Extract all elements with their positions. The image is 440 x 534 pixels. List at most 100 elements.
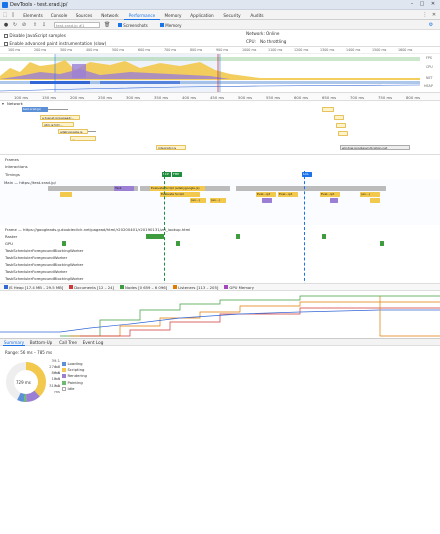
- ruler-tick: 150 ms: [42, 95, 57, 100]
- main-flame-bar[interactable]: Eval...ipt: [256, 192, 276, 197]
- raster-bar[interactable]: [322, 234, 326, 239]
- timings-track[interactable]: Timings FCP FMP DCL: [0, 171, 440, 178]
- reload-icon[interactable]: ↻: [12, 22, 18, 28]
- main-flame-bar[interactable]: Evaluate Script (adsbygoogle.js): [150, 186, 205, 191]
- network-request[interactable]: [336, 123, 346, 128]
- gpu-track[interactable]: GPU: [0, 240, 440, 247]
- task-bar[interactable]: [48, 186, 138, 191]
- maximize-icon[interactable]: □: [419, 1, 425, 7]
- ruler-tick: 100 ms: [14, 95, 29, 100]
- tab-sources[interactable]: Sources: [75, 13, 93, 18]
- legend-gpu-memory[interactable]: GPU Memory: [224, 285, 254, 290]
- gpu-bar[interactable]: [62, 241, 66, 246]
- cpu-throttle-select[interactable]: No throttling: [260, 39, 287, 44]
- tab-elements[interactable]: Elements: [23, 13, 43, 18]
- main-flame-bar[interactable]: Eval...ipt: [278, 192, 298, 197]
- tab-memory[interactable]: Memory: [164, 13, 182, 18]
- tab-audits[interactable]: Audits: [250, 13, 264, 18]
- fmp-marker[interactable]: FMP: [172, 172, 182, 177]
- main-flame-bar[interactable]: Evaluate Script: [160, 192, 200, 197]
- save-profile-icon[interactable]: ⇩: [41, 22, 47, 28]
- network-request[interactable]: window.googlesyndication.net: [340, 145, 410, 150]
- legend-documents[interactable]: Documents [12 – 24]: [69, 285, 114, 290]
- timeline-overview[interactable]: 100 ms 200 ms 300 ms 400 ms 500 ms 600 m…: [0, 47, 440, 93]
- gpu-bar[interactable]: [176, 241, 180, 246]
- window-title: DevTools - test.xrad.jp/: [10, 2, 68, 8]
- option-row-1: Disable JavaScript samples Network: Onli…: [0, 30, 440, 38]
- more-tools-icon[interactable]: ⋮: [422, 12, 428, 18]
- fcp-marker[interactable]: FCP: [162, 172, 171, 177]
- close-devtools-icon[interactable]: ✕: [431, 12, 437, 18]
- main-flame-bar[interactable]: (an...): [360, 192, 380, 197]
- main-flame-bar[interactable]: Eval...ipt: [320, 192, 340, 197]
- main-flame-bar[interactable]: [370, 198, 380, 203]
- minimize-icon[interactable]: –: [410, 1, 414, 7]
- load-profile-icon[interactable]: ⇧: [32, 22, 38, 28]
- network-request[interactable]: [338, 131, 348, 136]
- tab-security[interactable]: Security: [223, 13, 241, 18]
- screenshots-checkbox[interactable]: Screenshots: [118, 23, 148, 28]
- network-track[interactable]: ▾ Network test.xrad.jp/ a.tusnet.jp/page…: [0, 101, 440, 155]
- gpu-bar[interactable]: [380, 241, 384, 246]
- inspect-icon[interactable]: ⬚: [2, 12, 8, 18]
- main-flame-bar[interactable]: Task: [114, 186, 134, 191]
- raster-track[interactable]: Raster: [0, 233, 440, 240]
- raster-bar[interactable]: [236, 234, 240, 239]
- profile-select[interactable]: test.xrad.jp #1: [54, 22, 100, 28]
- network-request[interactable]: integrator.js: [156, 145, 186, 150]
- tab-performance[interactable]: Performance: [124, 11, 160, 20]
- memory-checkbox[interactable]: Memory: [160, 23, 182, 28]
- legend-listeners[interactable]: Listeners [113 – 205]: [173, 285, 218, 290]
- network-request[interactable]: adsbygoogle.js: [58, 129, 88, 134]
- main-flame-bar[interactable]: [262, 198, 272, 203]
- tab-network[interactable]: Network: [101, 13, 119, 18]
- main-flame-label: Eval...ipt: [257, 192, 271, 196]
- worker-track[interactable]: TaskSchedulerForegroundBlockingWorker: [0, 247, 440, 254]
- overview-tick: 1300 ms: [320, 48, 335, 52]
- main-thread-track[interactable]: Main — https://test.xrad.jp/ Task Evalua…: [0, 179, 440, 225]
- frame-track[interactable]: Frame — https://googleads.g.doubleclick.…: [0, 226, 440, 233]
- network-request[interactable]: [322, 107, 334, 112]
- ruler-tick: 400 ms: [182, 95, 197, 100]
- worker-track[interactable]: TaskSchedulerForegroundWorker: [0, 268, 440, 275]
- task-bar[interactable]: [236, 186, 386, 191]
- garbage-collect-icon[interactable]: 🗑: [104, 22, 111, 28]
- tab-call-tree[interactable]: Call Tree: [59, 340, 77, 345]
- close-icon[interactable]: ✕: [430, 1, 436, 7]
- memory-counters-graph[interactable]: [0, 292, 440, 338]
- interactions-track[interactable]: Interactions: [0, 163, 440, 170]
- frames-track[interactable]: Frames: [0, 156, 440, 163]
- main-flame-bar[interactable]: (an...): [210, 198, 226, 203]
- legend-js-heap[interactable]: JS Heap [17.4 MB – 29.5 MB]: [4, 285, 63, 290]
- network-expand-icon[interactable]: ▾: [2, 101, 4, 106]
- network-throttle-select[interactable]: Online: [266, 31, 280, 36]
- main-flame-bar[interactable]: (an...): [190, 198, 206, 203]
- dcl-marker[interactable]: DCL: [302, 172, 312, 177]
- legend-nodes[interactable]: Nodes [0 659 – 6 096]: [120, 285, 167, 290]
- tab-application[interactable]: Application: [190, 13, 214, 18]
- tab-bottom-up[interactable]: Bottom-Up: [29, 340, 53, 345]
- main-flame-bar[interactable]: [60, 192, 72, 197]
- ruler-tick: 200 ms: [70, 95, 85, 100]
- worker-track[interactable]: TaskSchedulerForegroundBlockingWorker: [0, 275, 440, 282]
- network-request[interactable]: [334, 115, 344, 120]
- settings-gear-icon[interactable]: ⚙: [428, 22, 434, 28]
- network-request[interactable]: ...: [70, 136, 96, 141]
- summary-row-painting: 15.3 ms Painting: [46, 376, 166, 387]
- network-request[interactable]: gtm.js?id=...: [42, 122, 74, 127]
- clear-icon[interactable]: ⊘: [21, 22, 27, 28]
- tab-summary[interactable]: Summary: [3, 340, 25, 346]
- summary-label: Painting: [67, 379, 83, 385]
- disable-js-samples-checkbox[interactable]: Disable JavaScript samples: [4, 32, 66, 40]
- network-request[interactable]: a.tusnet.jp/pagead/...: [40, 115, 80, 120]
- tab-console[interactable]: Console: [50, 13, 68, 18]
- advanced-paint-checkbox[interactable]: Enable advanced paint instrumentation (s…: [4, 40, 106, 48]
- device-toolbar-icon[interactable]: ▯: [11, 12, 15, 18]
- tab-event-log[interactable]: Event Log: [82, 340, 104, 345]
- main-flame-bar[interactable]: [330, 198, 338, 203]
- record-icon[interactable]: ●: [3, 22, 9, 28]
- raster-bar[interactable]: [146, 234, 164, 239]
- worker-track[interactable]: TaskSchedulerForegroundBlockingWorker: [0, 261, 440, 268]
- network-request[interactable]: test.xrad.jp/: [22, 107, 48, 112]
- worker-track[interactable]: TaskSchedulerForegroundWorker: [0, 254, 440, 261]
